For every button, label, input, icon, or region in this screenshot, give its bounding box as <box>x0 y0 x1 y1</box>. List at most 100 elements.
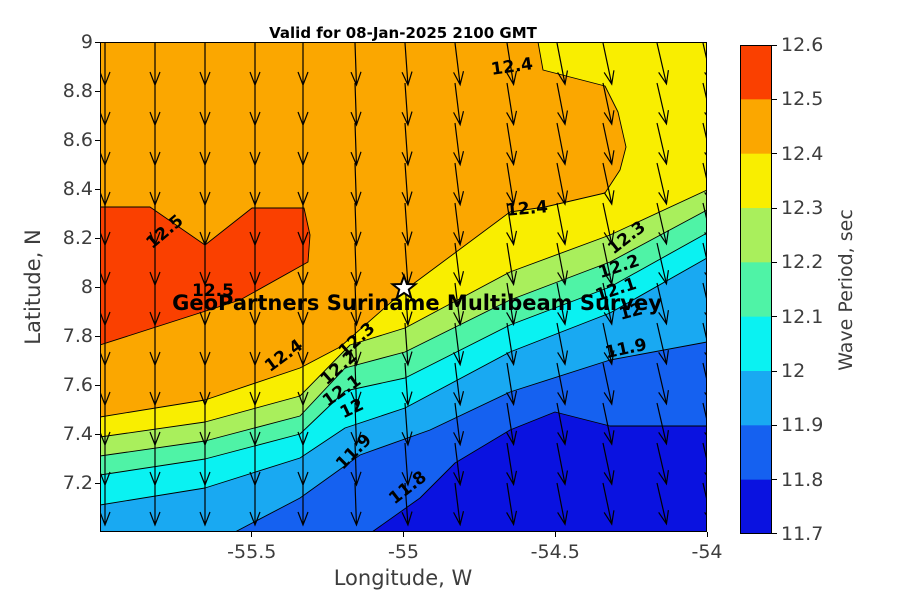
colorbar-label: Wave Period, sec <box>835 209 857 371</box>
quiver-arrow <box>702 322 707 366</box>
quiver-arrow <box>199 483 211 527</box>
x-tick-mark <box>706 532 708 537</box>
colorbar-tick-mark <box>772 479 777 481</box>
quiver-arrow <box>656 202 669 246</box>
colorbar-tick-mark <box>772 98 777 100</box>
contour-line-12.1 <box>100 232 707 476</box>
quiver-arrow <box>506 402 518 447</box>
y-tick-label: 8.2 <box>62 227 93 249</box>
quiver-arrow <box>249 483 261 527</box>
quiver-arrow <box>556 42 569 86</box>
colorbar-tick-label: 12.5 <box>781 88 824 111</box>
quiver-arrow <box>506 202 518 247</box>
colorbar <box>740 45 772 534</box>
quiver-arrow <box>149 483 161 527</box>
y-tick-label: 9 <box>80 31 93 53</box>
x-tick-label: -55.5 <box>227 541 277 563</box>
quiver-arrow <box>350 442 362 487</box>
y-tick-label: 8.8 <box>62 80 93 102</box>
quiver-arrow <box>401 482 413 527</box>
quiver-arrow <box>702 162 707 206</box>
colorbar-tick-mark <box>772 153 777 155</box>
quiver-arrow <box>602 122 615 166</box>
quiver-arrow <box>453 362 465 407</box>
quiver-arrow <box>656 362 669 406</box>
colorbar-tick-label: 12 <box>781 360 806 382</box>
quiver-arrow <box>602 42 615 86</box>
quiver-arrow <box>702 282 707 326</box>
y-tick-label: 7.4 <box>62 423 93 445</box>
contour-line-11.9 <box>234 341 707 532</box>
y-axis-label: Latitude, N <box>21 229 45 345</box>
quiver-arrow <box>702 442 707 486</box>
quiver-arrow <box>656 82 669 126</box>
x-tick-label: -55 <box>387 541 420 563</box>
contour-line-12.2 <box>100 209 707 457</box>
quiver-arrow <box>556 362 569 406</box>
colorbar-tick-label: 12.1 <box>781 305 824 328</box>
quiver-arrow <box>702 482 707 526</box>
quiver-arrow <box>350 242 362 287</box>
quiver-arrow <box>602 242 615 286</box>
y-tick-mark <box>95 433 100 435</box>
y-tick-mark <box>95 188 100 190</box>
colorbar-tick-label: 12.4 <box>781 142 824 165</box>
colorbar-tick-mark <box>772 207 777 209</box>
quiver-arrows <box>100 42 707 527</box>
quiver-arrow <box>506 482 518 527</box>
colorbar-band <box>740 262 772 318</box>
quiver-arrow <box>350 202 362 247</box>
contour-label: 12.5 <box>192 281 234 301</box>
quiver-arrow <box>702 42 707 86</box>
colorbar-tick-label: 11.9 <box>781 414 824 437</box>
colorbar-band <box>740 425 772 481</box>
quiver-arrow <box>702 362 707 406</box>
quiver-arrow <box>350 402 362 447</box>
quiver-arrow <box>401 82 413 127</box>
colorbar-band <box>740 99 772 155</box>
quiver-arrow <box>602 362 615 406</box>
colorbar-tick-label: 11.8 <box>781 468 824 491</box>
contour-line-12 <box>100 257 707 506</box>
quiver-arrow <box>506 442 518 487</box>
quiver-arrow <box>602 402 615 446</box>
colorbar-band <box>740 371 772 426</box>
colorbar-tick-label: 12.3 <box>781 197 824 219</box>
colorbar-band <box>740 316 772 372</box>
quiver-arrow <box>350 122 362 167</box>
colorbar-tick-label: 12.6 <box>781 34 824 56</box>
quiver-arrow <box>602 442 615 486</box>
contour-line-12.5 <box>100 206 311 346</box>
quiver-arrow <box>401 122 413 167</box>
quiver-arrow <box>602 202 615 246</box>
quiver-arrow <box>656 442 669 486</box>
y-tick-mark <box>95 286 100 288</box>
chart-title: Valid for 08-Jan-2025 2100 GMT <box>269 24 537 42</box>
quiver-arrow <box>656 122 669 166</box>
quiver-arrow <box>702 242 707 286</box>
colorbar-tick-label: 12.2 <box>781 251 824 274</box>
colorbar-tick-mark <box>772 370 777 372</box>
y-tick-label: 8.6 <box>62 129 93 151</box>
x-tick-mark <box>403 532 404 537</box>
plot-border <box>100 42 707 532</box>
quiver-arrow <box>506 82 518 127</box>
quiver-arrow <box>506 322 518 367</box>
quiver-arrow <box>506 242 518 287</box>
quiver-arrow <box>556 322 569 366</box>
quiver-arrow <box>556 162 569 206</box>
colorbar-tick-label: 11.7 <box>781 523 824 545</box>
quiver-arrow <box>702 82 707 126</box>
quiver-arrow <box>656 482 669 526</box>
quiver-arrow <box>401 202 413 247</box>
quiver-arrow <box>100 483 111 527</box>
quiver-arrow <box>602 82 615 126</box>
quiver-arrow <box>453 42 465 87</box>
contour-line-12.4 <box>100 42 627 418</box>
colorbar-tick-mark <box>772 44 777 46</box>
quiver-arrow <box>556 282 569 326</box>
quiver-arrow <box>506 42 518 87</box>
contour-label: 12.4 <box>505 197 549 221</box>
quiver-arrow <box>506 282 518 327</box>
x-tick-mark <box>554 532 556 537</box>
